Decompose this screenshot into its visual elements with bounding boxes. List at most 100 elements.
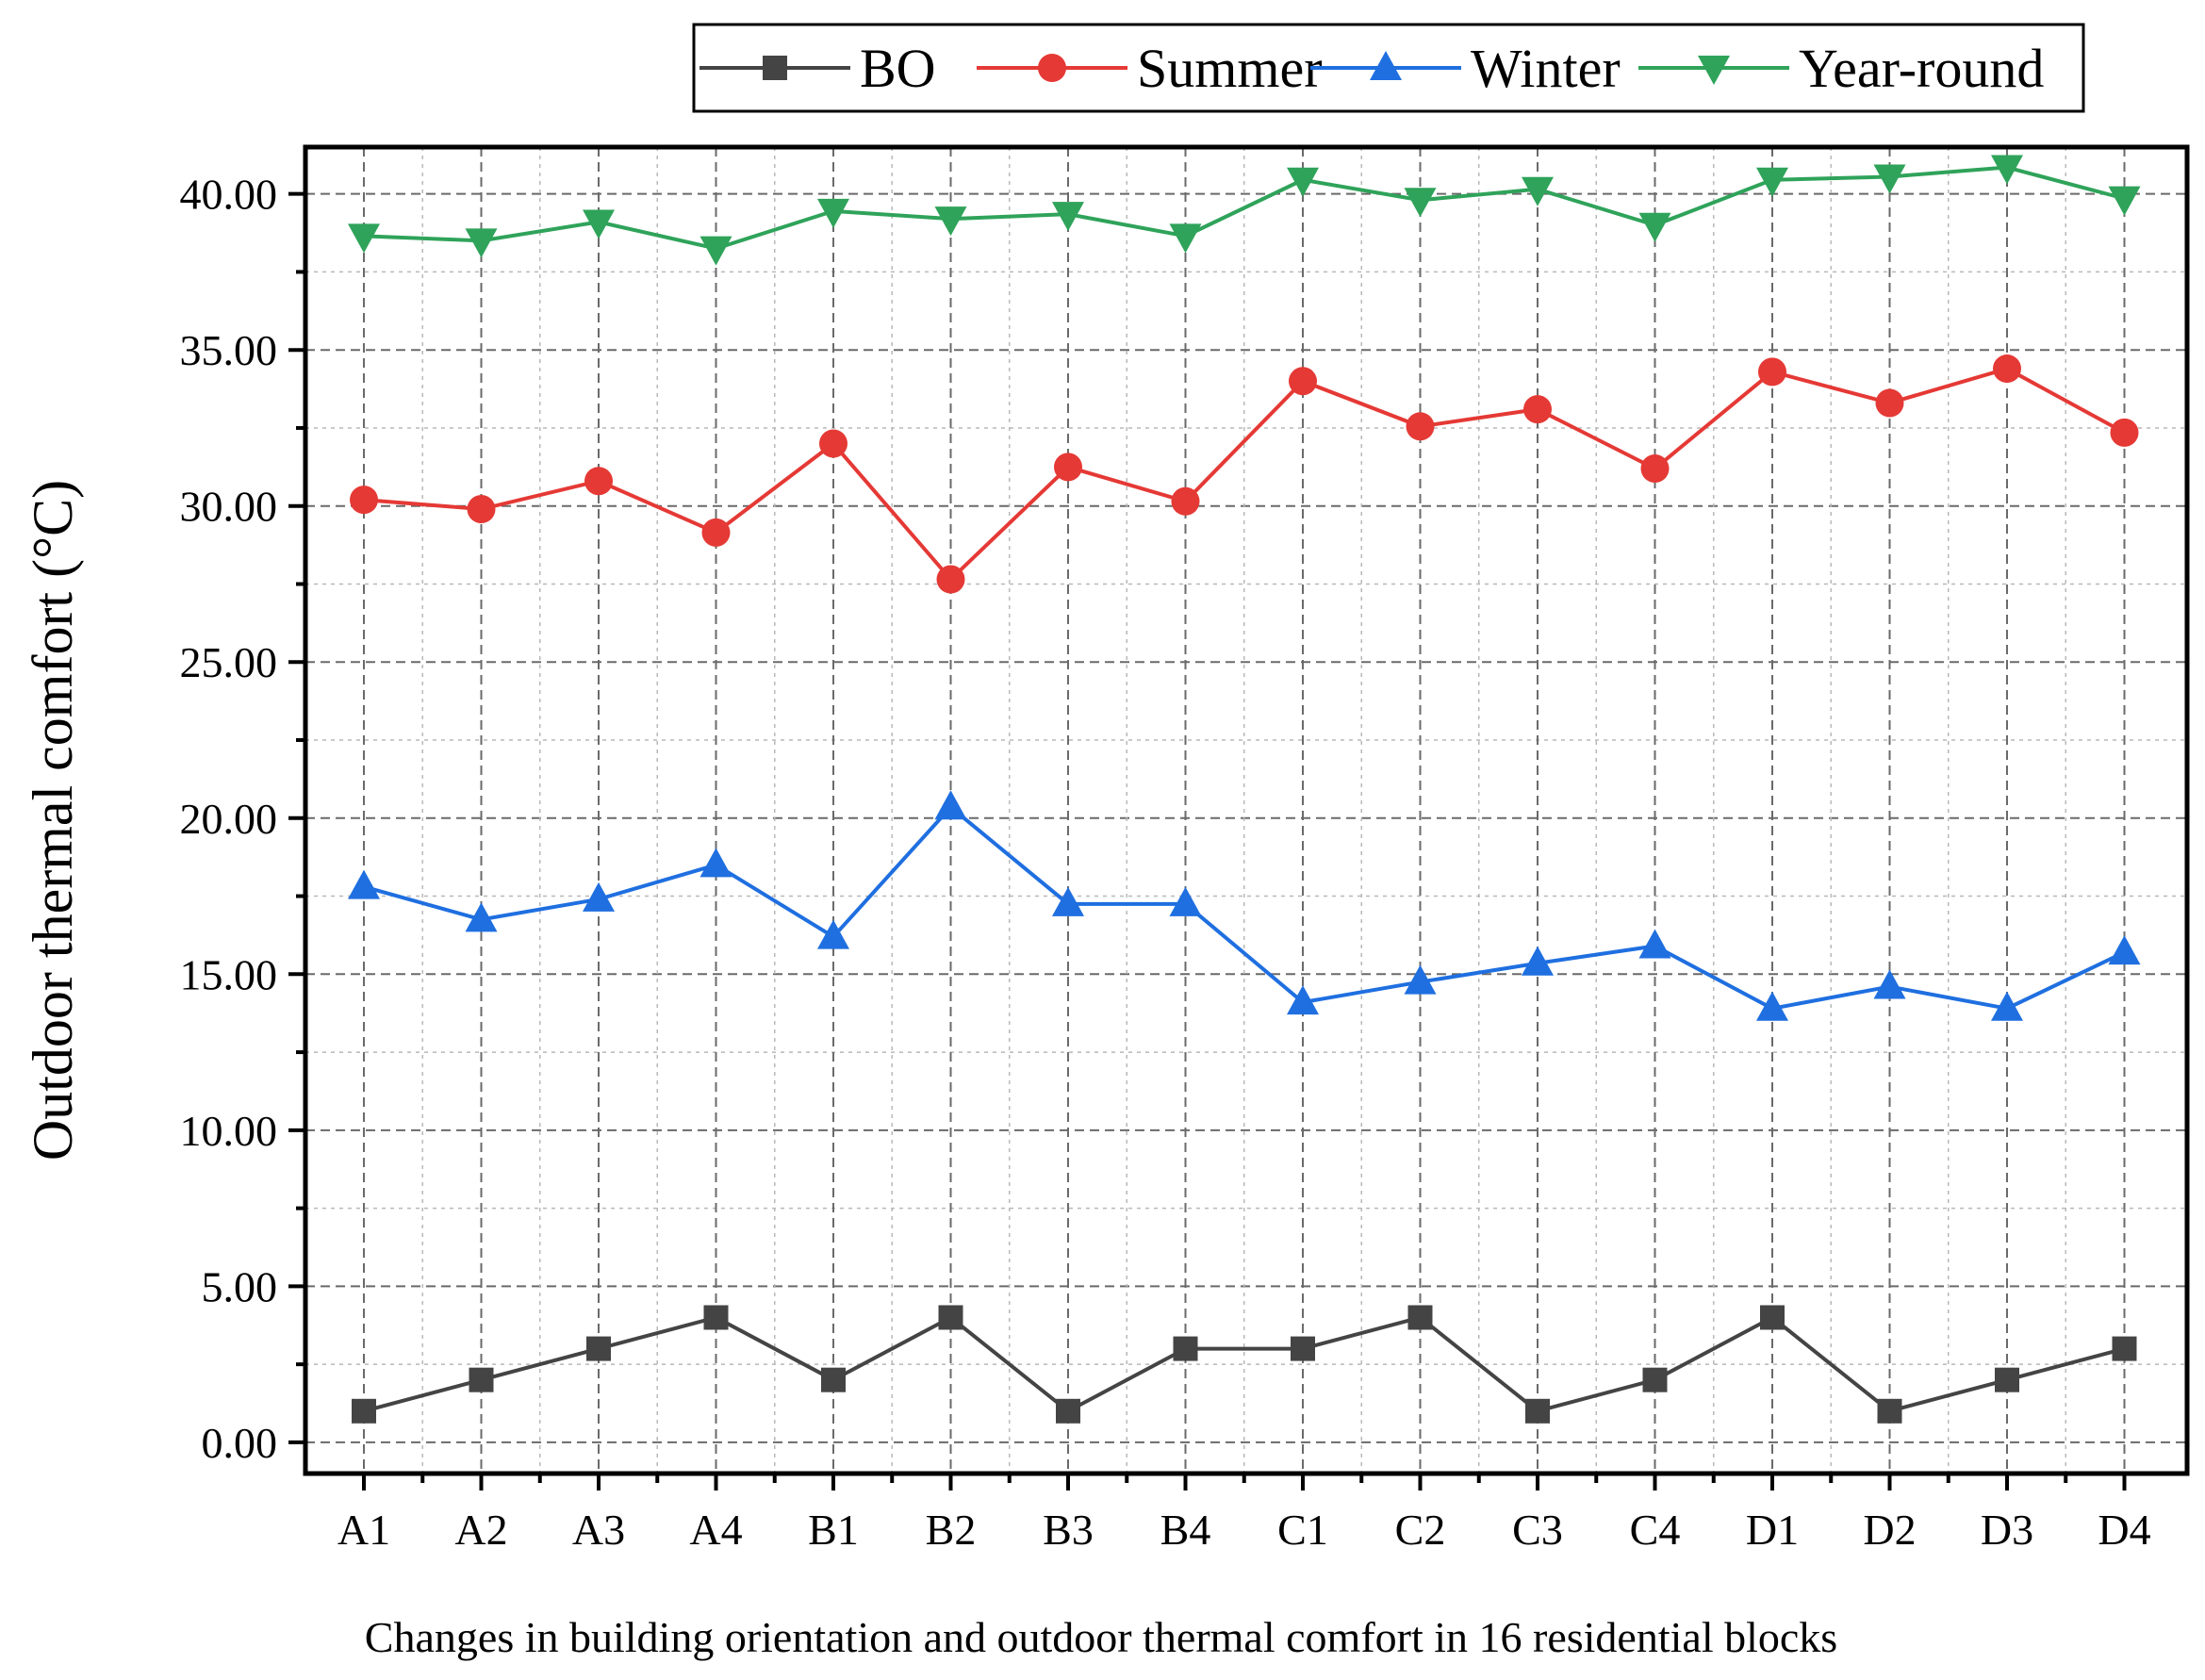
series-line-winter [363,804,2126,1011]
data-point-winter [699,848,732,878]
data-point-bo [1056,1398,1080,1424]
series-year-round [348,155,2141,266]
data-point-year-round [817,198,849,228]
data-point-bo [1877,1398,1902,1424]
data-point-summer [936,565,965,594]
data-point-summer [1875,388,1904,418]
data-point-bo [469,1367,494,1392]
y-tick-label: 35.00 [180,326,278,374]
data-point-winter [1873,969,1906,999]
data-point-bo [821,1367,846,1392]
data-point-summer [1054,453,1082,482]
data-point-winter [1287,985,1319,1015]
x-tick-label: A1 [337,1506,390,1554]
x-tick-label: D2 [1863,1506,1916,1554]
x-tick-label: A2 [454,1506,507,1554]
series-summer [350,354,2139,594]
y-axis-title: Outdoor thermal comfort (°C) [22,480,84,1161]
data-point-bo [1525,1398,1550,1424]
data-point-bo [1642,1367,1668,1392]
x-tick-label: D4 [2098,1506,2150,1554]
series-line-summer [363,366,2126,583]
legend-item-year-round: Year-round [1638,38,2044,99]
data-point-winter [1404,964,1437,995]
data-point-summer [1993,354,2021,384]
data-point-year-round [1522,176,1554,206]
legend-label-bo: BO [860,38,936,99]
data-point-year-round [1991,155,2023,185]
x-tick-label: D3 [1981,1506,2033,1554]
axes: 0.00 5.00 10.00 15.00 20.00 25.00 30.00 35.00 40… [180,171,2151,1554]
y-tick-label: 30.00 [180,483,278,531]
data-point-summer [467,495,496,524]
x-tick-label: C2 [1395,1506,1446,1554]
x-tick-label: B1 [808,1506,859,1554]
data-point-bo [2112,1336,2137,1361]
data-point-bo [586,1336,611,1361]
data-point-summer [2110,418,2139,447]
data-point-summer [1406,412,1435,441]
legend-marker-year-round [1698,56,1730,85]
data-point-year-round [2108,186,2141,216]
legend-label-winter: Winter [1471,38,1621,99]
data-point-winter [934,790,967,820]
x-tick-label: B4 [1160,1506,1211,1554]
series-winter [348,790,2141,1021]
y-tick-label: 0.00 [202,1419,278,1467]
x-tick-label: C1 [1277,1506,1328,1554]
series-line-year-round [363,165,2126,251]
data-point-year-round [1873,164,1906,194]
x-tick-label: C4 [1630,1506,1681,1554]
data-point-year-round [583,209,615,239]
x-tick-label: A4 [689,1506,742,1554]
data-point-bo [352,1398,376,1424]
data-point-bo [1291,1336,1315,1361]
data-point-year-round [1756,167,1788,197]
x-tick-label: B3 [1043,1506,1094,1554]
data-point-year-round [1404,188,1437,218]
data-point-winter [348,869,380,899]
data-point-winter [583,881,615,912]
data-point-year-round [1169,223,1202,254]
data-point-summer [701,518,731,547]
data-point-bo [1407,1305,1433,1330]
y-tick-label: 15.00 [180,950,278,998]
data-point-winter [1638,929,1671,959]
legend-marker-summer [1038,54,1066,82]
legend-item-bo: BO [699,38,936,99]
x-tick-label: B2 [926,1506,977,1554]
data-point-year-round [465,228,498,258]
series-line-bo [363,1315,2126,1414]
data-point-bo [703,1305,729,1330]
data-point-year-round [934,206,967,237]
data-point-winter [465,902,498,932]
data-point-year-round [348,223,380,254]
data-point-winter [1522,946,1554,976]
data-point-year-round [1287,167,1319,197]
legend: BO Summer Winter Year-round [692,23,2085,113]
data-point-year-round [699,236,732,266]
data-point-bo [1995,1367,2019,1392]
x-tick-label: C3 [1512,1506,1563,1554]
series-bo [352,1305,2137,1424]
legend-item-winter: Winter [1310,38,1621,99]
data-point-summer [1289,367,1317,396]
data-point-year-round [1052,202,1084,232]
series [348,155,2141,1424]
legend-marker-winter [1370,51,1402,80]
data-point-bo [1760,1305,1785,1330]
data-point-winter [1169,886,1202,916]
data-point-bo [938,1305,963,1330]
y-tick-label: 40.00 [180,171,278,219]
data-point-summer [350,486,378,515]
legend-item-summer: Summer [977,38,1323,99]
data-point-winter [817,919,849,949]
y-tick-label: 10.00 [180,1107,278,1155]
legend-label-summer: Summer [1137,38,1323,99]
data-point-bo [1173,1336,1198,1361]
data-point-summer [1171,486,1200,516]
data-point-summer [1640,453,1670,483]
plot-frame [303,144,2190,1476]
grid [305,147,2187,1474]
